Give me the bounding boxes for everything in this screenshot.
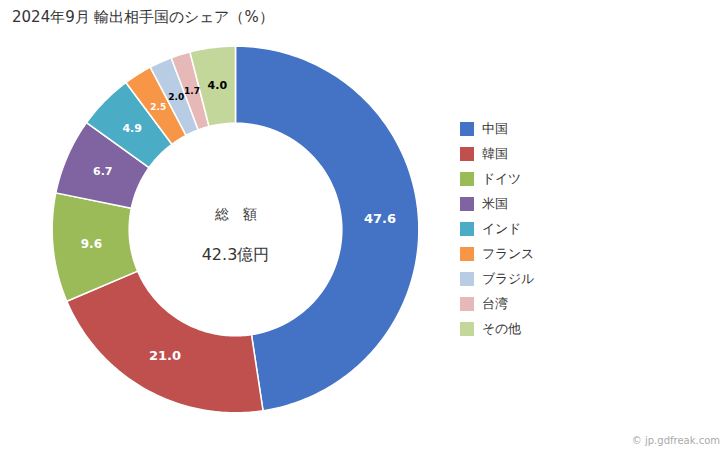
html-text:その他: その他 xyxy=(482,321,521,336)
html-text:ブラジル: ブラジル xyxy=(482,271,534,286)
html-text:© jp.gdfreak.com: © jp.gdfreak.com xyxy=(631,435,720,446)
svg-text:47.6: 47.6 xyxy=(364,211,396,226)
svg-text:21.0: 21.0 xyxy=(149,348,181,363)
svg-text:4.0: 4.0 xyxy=(208,79,228,92)
svg-text:2.0: 2.0 xyxy=(168,92,184,102)
svg-text:1.7: 1.7 xyxy=(184,86,200,96)
svg-text:2.5: 2.5 xyxy=(150,102,166,112)
svg-text:総 額: 総 額 xyxy=(214,206,257,222)
svg-text:4.9: 4.9 xyxy=(122,122,141,135)
svg-text:9.6: 9.6 xyxy=(81,237,102,251)
html-text:中国: 中国 xyxy=(482,121,508,136)
svg-text:6.7: 6.7 xyxy=(93,165,113,178)
html-text:ドイツ: ドイツ xyxy=(482,171,521,186)
svg-text:42.3億円: 42.3億円 xyxy=(202,245,270,264)
html-text:韓国: 韓国 xyxy=(482,146,508,161)
html-text:米国: 米国 xyxy=(482,196,508,211)
html-text:フランス: フランス xyxy=(482,246,534,261)
html-text:インド: インド xyxy=(482,221,521,236)
html-text:2024年9月 輸出相手国のシェア（%）: 2024年9月 輸出相手国のシェア（%） xyxy=(12,8,274,26)
html-text:台湾: 台湾 xyxy=(482,296,508,311)
